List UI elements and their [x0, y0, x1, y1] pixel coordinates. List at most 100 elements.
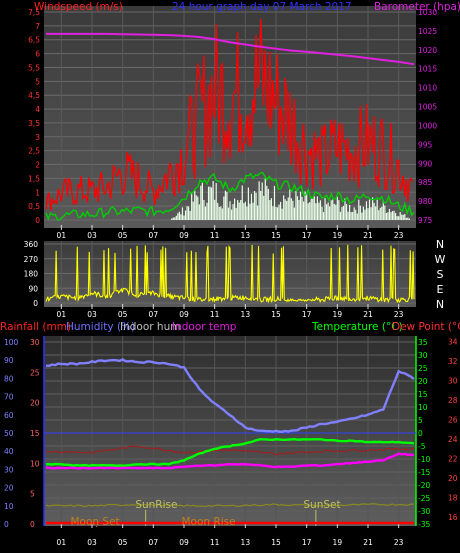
wind-y-tick-label: 6,5	[28, 36, 40, 45]
legend-entry: Indoor hum	[120, 321, 180, 333]
temp-x-tick-label: 13	[241, 538, 251, 547]
rain-y-tick-label: 30	[30, 338, 40, 347]
wind-x-tick-label: 17	[302, 231, 312, 240]
indoor-temp-line	[45, 445, 415, 456]
baro-y-tick-label: 985	[418, 178, 433, 187]
baro-y-tick-label: 1025	[418, 27, 437, 36]
temp-y-tick-label: -5	[418, 442, 426, 451]
wind-y-tick-label: 4,5	[28, 91, 40, 100]
baro-y-tick-label: 980	[418, 197, 433, 206]
temp-x-tick-label: 19	[333, 538, 343, 547]
temp-x-tick-label: 03	[87, 538, 97, 547]
wind-x-tick-label: 05	[118, 231, 128, 240]
baro-ylabel: Barometer (hpa)	[374, 1, 460, 13]
rain-y-tick-label: 5	[30, 490, 35, 499]
temp-x-tick-label: 17	[302, 538, 312, 547]
baro-y-tick-label: 990	[418, 159, 433, 168]
baro-y-tick-label: 1005	[418, 103, 437, 112]
temperature-line	[45, 437, 415, 468]
temp-y-tick-label: 20	[418, 377, 428, 386]
humidity-y-tick-label: 90	[4, 356, 14, 365]
wind-y-tick-label: 7	[35, 22, 40, 31]
legend-entry: Temperature (°C)	[311, 321, 403, 333]
baro-y-tick-label: 975	[418, 216, 433, 225]
direction-y-tick-label: 90	[28, 284, 38, 293]
temp-x-tick-label: 15	[271, 538, 281, 547]
temp-x-tick-label: 09	[179, 538, 189, 547]
baro-y-tick-label: 995	[418, 140, 433, 149]
humidity-y-tick-label: 70	[4, 393, 14, 402]
direction-x-tick-label: 15	[271, 310, 281, 319]
legend-entry: Indoor temp	[172, 321, 237, 333]
direction-x-tick-label: 23	[394, 310, 404, 319]
wind-direction-line	[45, 244, 415, 304]
baro-y-tick-label: 1010	[418, 84, 437, 93]
rain-y-tick-label: 25	[30, 368, 40, 377]
legend-entry: Dew Point (°C)	[392, 321, 460, 333]
baro-y-tick-label: 1015	[418, 65, 437, 74]
humidity-y-tick-label: 20	[4, 484, 14, 493]
dewpoint-y-tick-label: 34	[448, 338, 458, 347]
temp-y-tick-label: 10	[418, 403, 428, 412]
legend-entry: Humidity (%)	[66, 321, 135, 333]
wind-y-tick-label: 4	[35, 105, 40, 114]
direction-y-tick-label: 270	[24, 255, 39, 264]
dewpoint-y-tick-label: 32	[448, 357, 458, 366]
legend-entry: Rainfall (mm)	[0, 321, 71, 333]
temp-x-tick-label: 21	[363, 538, 373, 547]
barometer-line	[46, 32, 415, 66]
wind-y-tick-label: 2,5	[28, 147, 40, 156]
wind-x-tick-label: 01	[57, 231, 67, 240]
indoor-humidity-line	[45, 503, 415, 508]
temp-x-tick-label: 07	[149, 538, 159, 547]
humidity-y-tick-label: 10	[4, 502, 14, 511]
dewpoint-y-tick-label: 20	[448, 474, 458, 483]
baro-y-tick-label: 1030	[418, 8, 437, 17]
wind-y-tick-label: 5,5	[28, 63, 40, 72]
direction-y-tick-label: 180	[24, 270, 39, 279]
direction-x-tick-label: 09	[179, 310, 189, 319]
direction-x-tick-label: 01	[57, 310, 67, 319]
wind-x-tick-label: 23	[394, 231, 404, 240]
dewpoint-line	[45, 452, 415, 470]
direction-x-tick-label: 05	[118, 310, 128, 319]
dewpoint-y-tick-label: 28	[448, 396, 458, 405]
rain-y-tick-label: 0	[30, 520, 35, 529]
direction-x-tick-label: 11	[210, 310, 220, 319]
direction-x-tick-label: 21	[363, 310, 373, 319]
wind-y-tick-label: 6	[35, 50, 40, 59]
humidity-y-tick-label: 0	[4, 520, 9, 529]
rain-y-tick-label: 20	[30, 399, 40, 408]
humidity-y-tick-label: 100	[4, 338, 19, 347]
dewpoint-y-tick-label: 22	[448, 455, 458, 464]
direction-y-tick-label: 0	[33, 299, 38, 308]
compass-label: E	[437, 283, 444, 296]
direction-y-tick-label: 360	[24, 240, 39, 249]
direction-x-tick-label: 17	[302, 310, 312, 319]
baro-y-tick-label: 1020	[418, 46, 437, 55]
wind-x-tick-label: 21	[363, 231, 373, 240]
temp-y-tick-label: 25	[418, 364, 428, 373]
wind-y-tick-label: 3	[35, 133, 40, 142]
wind-y-tick-label: 1	[35, 188, 40, 197]
temp-x-tick-label: 11	[210, 538, 220, 547]
wind-y-tick-label: 7,5	[28, 8, 40, 17]
temp-y-tick-label: 35	[418, 338, 428, 347]
compass-label: N	[436, 238, 444, 251]
compass-label: N	[436, 298, 444, 311]
direction-x-tick-label: 03	[87, 310, 97, 319]
temp-y-tick-label: -25	[418, 494, 430, 503]
dewpoint-y-tick-label: 16	[448, 513, 458, 522]
temp-x-tick-label: 23	[394, 538, 404, 547]
wind-y-tick-label: 0	[35, 216, 40, 225]
compass-label: S	[437, 268, 444, 281]
wind-ylabel: Windspeed (m/s)	[34, 1, 123, 13]
temp-y-tick-label: 30	[418, 351, 428, 360]
gust-line	[45, 18, 414, 211]
humidity-line	[45, 358, 415, 434]
temp-y-tick-label: -35	[418, 520, 430, 529]
humidity-y-tick-label: 40	[4, 447, 14, 456]
dewpoint-y-tick-label: 18	[448, 494, 458, 503]
dewpoint-y-tick-label: 26	[448, 416, 458, 425]
